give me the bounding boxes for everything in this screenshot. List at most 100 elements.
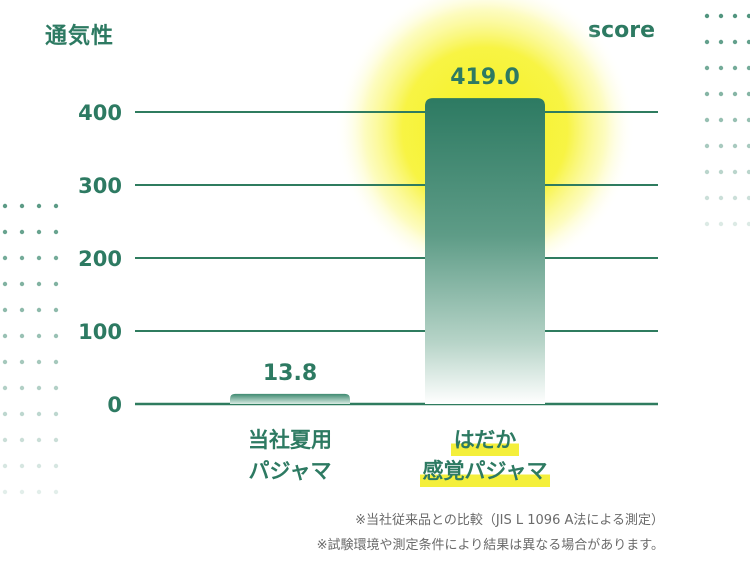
decorative-dot: [36, 411, 42, 417]
decorative-dot: [36, 333, 42, 339]
decorative-dot: [53, 229, 59, 235]
decorative-dot: [53, 437, 59, 443]
decorative-dot: [2, 437, 8, 443]
decorative-dot: [19, 229, 25, 235]
decorative-dot: [732, 195, 738, 201]
bar-summer-pajama: [230, 393, 350, 404]
y-tick-label: 100: [78, 320, 122, 344]
decorative-dot: [19, 281, 25, 287]
decorative-dot: [36, 489, 42, 495]
decorative-dot: [704, 221, 710, 227]
decorative-dot: [2, 203, 8, 209]
decorative-dot: [53, 203, 59, 209]
decorative-dot: [2, 229, 8, 235]
y-tick-label: 400: [78, 101, 122, 125]
decorative-dot: [718, 117, 724, 123]
decorative-dot: [718, 91, 724, 97]
y-tick-label: 0: [107, 393, 122, 417]
decorative-dot: [746, 221, 750, 227]
category-label-line: 当社夏用: [248, 428, 332, 452]
decorative-dot: [2, 333, 8, 339]
category-label: 当社夏用 パジャマ: [190, 425, 390, 487]
decorative-dot: [732, 65, 738, 71]
decorative-dot: [732, 221, 738, 227]
decorative-dot: [36, 307, 42, 313]
category-label: はだか 感覚パジャマ: [385, 425, 585, 487]
decorative-dot: [704, 169, 710, 175]
decorative-dot: [19, 411, 25, 417]
decorative-dot: [36, 463, 42, 469]
decorative-dot: [746, 117, 750, 123]
decorative-dot: [36, 281, 42, 287]
decorative-dot: [732, 169, 738, 175]
decorative-dot: [53, 489, 59, 495]
decorative-dot: [36, 385, 42, 391]
decorative-dot: [36, 203, 42, 209]
decorative-dot: [746, 13, 750, 19]
decorative-dot: [746, 39, 750, 45]
category-label-line: パジャマ: [248, 459, 332, 483]
value-label: 13.8: [263, 361, 317, 386]
decorative-dot: [2, 489, 8, 495]
decorative-dot: [718, 169, 724, 175]
decorative-dot: [732, 13, 738, 19]
decorative-dot: [2, 385, 8, 391]
chart-title: 通気性: [45, 24, 115, 49]
decorative-dot: [732, 91, 738, 97]
footnotes: ※当社従来品との比較（JIS L 1096 A法による測定） ※試験環境や測定条…: [317, 508, 664, 558]
footnote-disclaimer: ※試験環境や測定条件により結果は異なる場合があります。: [316, 538, 664, 553]
bar-hadaka-pajama: [425, 98, 545, 404]
decorative-dot: [704, 195, 710, 201]
decorative-dot: [732, 39, 738, 45]
decorative-dot: [19, 255, 25, 261]
decorative-dot: [19, 203, 25, 209]
decorative-dot: [704, 13, 710, 19]
decorative-dot: [746, 65, 750, 71]
decorative-dot: [53, 359, 59, 365]
decorative-dot: [704, 91, 710, 97]
decorative-dot: [2, 463, 8, 469]
decorative-dot: [53, 385, 59, 391]
decorative-dot: [718, 39, 724, 45]
decorative-dot: [746, 195, 750, 201]
decorative-dot: [704, 39, 710, 45]
decorative-dot: [2, 255, 8, 261]
y-tick-label: 300: [78, 174, 122, 198]
decorative-dot: [19, 307, 25, 313]
category-label-line: 感覚パジャマ: [385, 456, 585, 487]
decorative-dot: [53, 281, 59, 287]
decorative-dot: [718, 195, 724, 201]
decorative-dot: [36, 437, 42, 443]
decorative-dot: [19, 463, 25, 469]
decorative-dot: [53, 411, 59, 417]
decorative-dot: [2, 411, 8, 417]
decorative-dot: [2, 307, 8, 313]
decorative-dot: [53, 307, 59, 313]
decorative-dot: [718, 13, 724, 19]
decorative-dot: [746, 143, 750, 149]
decorative-dot: [718, 143, 724, 149]
decorative-dot: [732, 143, 738, 149]
decorative-dot: [718, 221, 724, 227]
y-tick-label: 200: [78, 247, 122, 271]
decorative-dot: [2, 359, 8, 365]
decorative-dot: [746, 169, 750, 175]
decorative-dot: [36, 359, 42, 365]
decorative-dot: [19, 489, 25, 495]
decorative-dot: [704, 143, 710, 149]
decorative-dot: [718, 65, 724, 71]
footnote-comparison: ※当社従来品との比較（JIS L 1096 A法による測定）: [355, 513, 664, 528]
decorative-dot: [704, 117, 710, 123]
decorative-dot: [704, 65, 710, 71]
value-label: 419.0: [450, 65, 520, 90]
decorative-dot: [732, 117, 738, 123]
decorative-dot: [19, 359, 25, 365]
decorative-dot: [19, 437, 25, 443]
decorative-dot: [19, 385, 25, 391]
decorative-dot: [19, 333, 25, 339]
decorative-dot: [746, 91, 750, 97]
decorative-dot: [36, 229, 42, 235]
decorative-dot: [53, 463, 59, 469]
